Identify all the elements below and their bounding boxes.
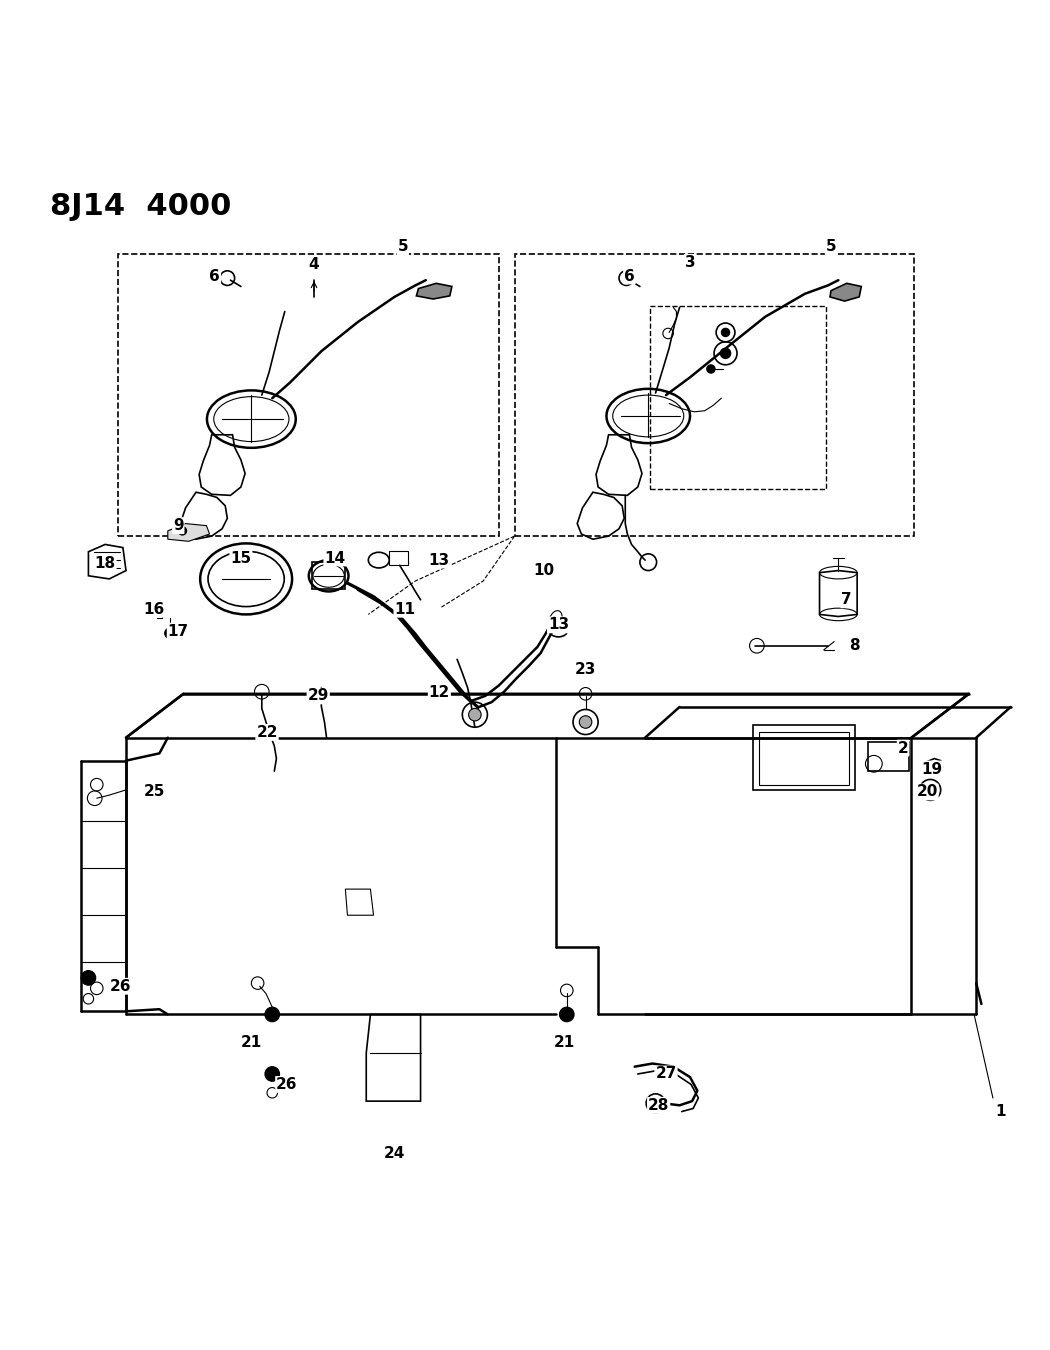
Circle shape <box>580 716 592 728</box>
Circle shape <box>178 526 187 535</box>
Text: 5: 5 <box>825 239 837 254</box>
Circle shape <box>265 1066 279 1081</box>
Text: 29: 29 <box>308 688 329 703</box>
Text: 26: 26 <box>276 1077 297 1092</box>
Bar <box>867 743 909 771</box>
Circle shape <box>925 784 936 795</box>
Text: 21: 21 <box>554 1035 575 1050</box>
Circle shape <box>651 1099 659 1107</box>
Bar <box>390 551 408 566</box>
Text: 24: 24 <box>383 1146 405 1161</box>
Text: 23: 23 <box>575 663 596 678</box>
Circle shape <box>720 348 731 359</box>
Circle shape <box>560 1007 574 1022</box>
Text: 10: 10 <box>533 563 554 578</box>
Circle shape <box>165 628 175 639</box>
Text: 11: 11 <box>395 602 416 617</box>
Bar <box>759 733 848 784</box>
Text: 19: 19 <box>922 761 943 776</box>
Circle shape <box>81 971 96 986</box>
Polygon shape <box>830 284 861 301</box>
Polygon shape <box>417 284 452 298</box>
Text: 21: 21 <box>240 1035 262 1050</box>
Text: 12: 12 <box>428 686 450 701</box>
Text: 16: 16 <box>144 602 165 617</box>
Text: 6: 6 <box>209 269 220 284</box>
Bar <box>312 562 345 590</box>
Circle shape <box>265 1007 279 1022</box>
Circle shape <box>707 364 715 373</box>
Text: 20: 20 <box>917 784 938 799</box>
Text: 14: 14 <box>324 551 345 566</box>
Text: 26: 26 <box>110 979 131 994</box>
Circle shape <box>468 709 481 721</box>
Text: 27: 27 <box>655 1066 676 1081</box>
Bar <box>514 254 914 536</box>
Text: 3: 3 <box>685 255 695 270</box>
Text: 13: 13 <box>548 617 569 632</box>
Text: 1: 1 <box>995 1104 1006 1119</box>
Circle shape <box>721 328 730 336</box>
Text: 4: 4 <box>309 256 319 273</box>
Text: 13: 13 <box>428 552 449 567</box>
Text: 17: 17 <box>168 624 189 639</box>
Text: 18: 18 <box>94 556 116 571</box>
Bar <box>118 254 499 536</box>
Text: 6: 6 <box>624 269 635 284</box>
Bar <box>753 725 855 790</box>
Text: 25: 25 <box>144 784 165 799</box>
Text: 7: 7 <box>841 593 852 608</box>
Text: 28: 28 <box>648 1098 670 1112</box>
Text: 9: 9 <box>173 518 184 533</box>
Text: 15: 15 <box>230 551 251 566</box>
Text: 22: 22 <box>256 725 278 740</box>
Circle shape <box>152 602 163 613</box>
Text: 2: 2 <box>898 741 908 756</box>
Polygon shape <box>168 524 210 541</box>
Text: 8J14  4000: 8J14 4000 <box>49 193 231 221</box>
Text: 8: 8 <box>848 639 859 653</box>
Bar <box>650 306 825 489</box>
Text: 5: 5 <box>398 239 408 254</box>
